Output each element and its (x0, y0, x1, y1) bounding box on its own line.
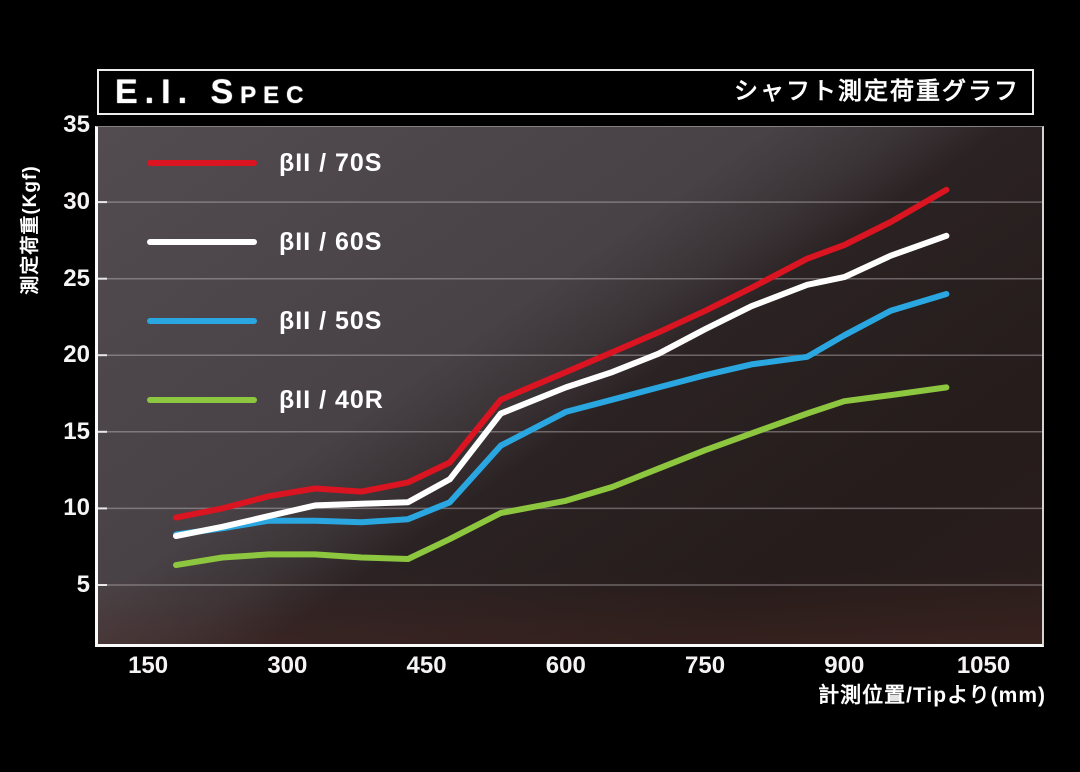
legend-item: βII / 40R (147, 381, 384, 419)
y-tick-label-30: 30 (63, 188, 90, 216)
x-tick-label-1050: 1050 (956, 652, 1011, 679)
page-title: E.I. Spec (115, 73, 311, 111)
y-tick-label-10: 10 (63, 494, 90, 522)
x-axis-title: 計測位置/Tipより(mm) (818, 684, 1046, 707)
legend-label: βII / 40R (279, 385, 384, 414)
y-tick-label-35: 35 (63, 111, 90, 139)
y-tick-label-15: 15 (63, 417, 90, 445)
legend-label: βII / 60S (279, 227, 383, 256)
series-line--II-50S (173, 291, 950, 538)
plot-area: βII / 70S βII / 60S βII / 50S βII / 40R (95, 126, 1044, 647)
legend-swatch (147, 318, 257, 324)
x-tick-label-450: 450 (406, 652, 447, 679)
legend-swatch (147, 397, 257, 403)
legend-item: βII / 70S (147, 144, 382, 182)
legend-swatch (147, 160, 257, 166)
header-bar: E.I. Spec シャフト測定荷重グラフ (97, 69, 1034, 115)
x-tick-label-300: 300 (267, 652, 308, 679)
x-tick-label-900: 900 (824, 652, 865, 679)
series-line--II-40R (173, 384, 950, 569)
y-tick-label-20: 20 (63, 341, 90, 369)
y-tick-label-5: 5 (76, 571, 90, 599)
legend-swatch (147, 239, 257, 245)
x-tick-label-750: 750 (685, 652, 726, 679)
legend-label: βII / 50S (279, 306, 383, 335)
legend-item: βII / 50S (147, 302, 382, 340)
y-tick-label-25: 25 (63, 264, 90, 292)
legend-item: βII / 60S (147, 223, 382, 261)
y-axis-title: 測定荷重(Kgf) (20, 165, 41, 295)
series-line--II-70S (173, 186, 950, 521)
chart-svg (98, 186, 1042, 586)
series-line--II-60S (173, 232, 950, 539)
page-subtitle: シャフト測定荷重グラフ (734, 78, 1020, 105)
legend-label: βII / 70S (279, 148, 383, 177)
x-tick-label-150: 150 (128, 652, 169, 679)
x-tick-label-600: 600 (545, 652, 586, 679)
